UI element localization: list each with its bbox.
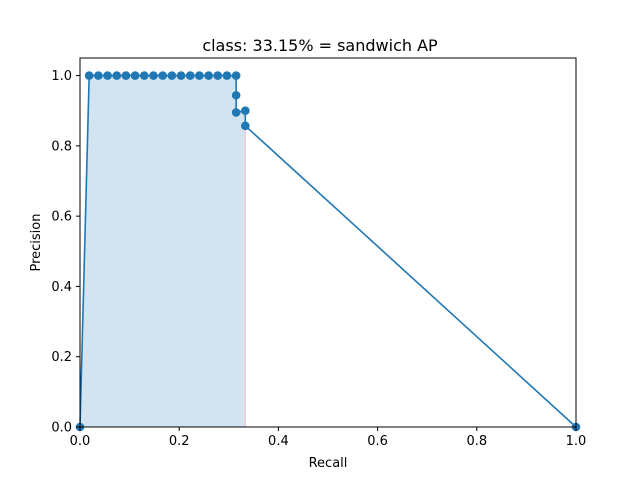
data-point (241, 121, 250, 131)
chart-title: class: 33.15% = sandwich AP (202, 36, 438, 55)
ap-area-layer (80, 75, 246, 428)
data-point (222, 71, 232, 80)
y-tick-label: 0.8 (51, 139, 72, 154)
y-axis-label: Precision (29, 213, 44, 271)
data-point (231, 90, 241, 100)
data-point (103, 71, 112, 80)
data-point (204, 71, 213, 80)
data-point (241, 106, 250, 116)
plot-frame (79, 57, 577, 428)
x-tick-label: 1.0 (566, 434, 587, 449)
data-point (195, 71, 204, 80)
data-point (139, 71, 149, 80)
x-tick-label: 0.6 (367, 434, 388, 449)
data-point (176, 71, 186, 80)
data-point (130, 71, 140, 80)
x-tick-label: 0.2 (169, 434, 190, 449)
data-point (149, 71, 158, 80)
x-axis-ticks: 0.0 0.2 0.4 0.6 0.8 1.0 (70, 427, 587, 449)
y-tick-label: 0.4 (51, 280, 72, 295)
data-point (231, 108, 241, 117)
data-point (84, 71, 94, 80)
data-point (94, 71, 103, 80)
data-point (213, 71, 223, 80)
data-point (112, 71, 122, 80)
data-point (121, 71, 131, 80)
x-tick-label: 0.8 (466, 434, 487, 449)
data-point (185, 71, 195, 80)
y-tick-label: 1.0 (51, 69, 72, 84)
y-tick-label: 0.6 (51, 210, 72, 225)
x-axis-label: Recall (309, 456, 348, 471)
data-point (231, 71, 241, 80)
data-point (167, 71, 177, 80)
ap-area (80, 75, 246, 428)
x-tick-label: 0.0 (70, 434, 91, 449)
y-tick-label: 0.2 (51, 350, 72, 365)
x-tick-label: 0.4 (268, 434, 289, 449)
y-axis-ticks: 0.0 0.2 0.4 0.6 0.8 1.0 (51, 69, 80, 436)
y-tick-label: 0.0 (51, 421, 72, 436)
data-point (158, 71, 167, 80)
